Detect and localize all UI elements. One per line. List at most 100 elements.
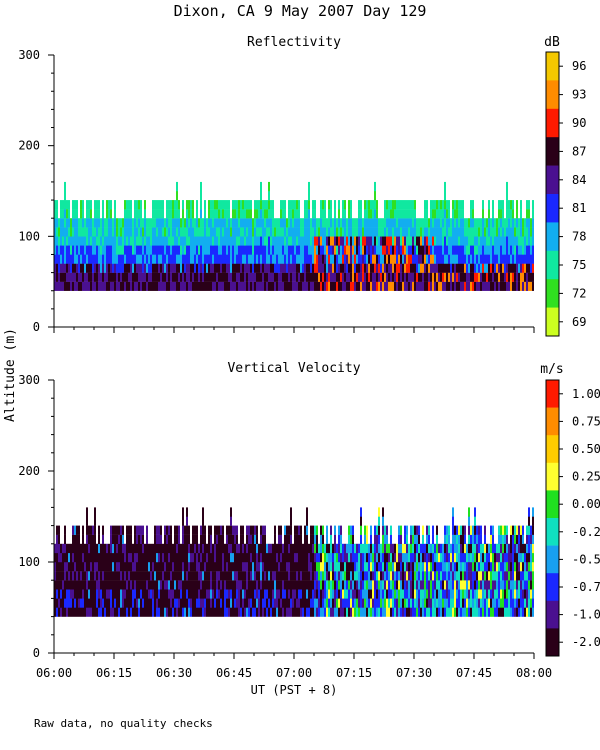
data-cell bbox=[184, 236, 186, 246]
data-cell bbox=[296, 598, 298, 608]
data-cell bbox=[282, 209, 284, 219]
data-cell bbox=[76, 525, 78, 535]
data-cell bbox=[440, 236, 442, 246]
data-cell bbox=[142, 598, 144, 608]
data-cell bbox=[328, 552, 330, 563]
data-cell bbox=[306, 562, 308, 572]
data-cell bbox=[520, 263, 522, 273]
data-cell bbox=[384, 571, 386, 581]
data-cell bbox=[278, 236, 280, 246]
data-cell bbox=[334, 263, 336, 273]
data-cell bbox=[406, 589, 408, 599]
data-cell bbox=[184, 598, 186, 608]
data-cell bbox=[488, 218, 490, 228]
data-cell bbox=[286, 580, 288, 590]
data-cell bbox=[324, 598, 326, 608]
data-cell bbox=[316, 580, 318, 590]
data-column bbox=[468, 218, 470, 291]
data-cell bbox=[168, 571, 170, 581]
data-column bbox=[204, 525, 206, 617]
data-cell bbox=[120, 580, 122, 590]
data-cell bbox=[144, 589, 146, 599]
data-cell bbox=[290, 263, 292, 273]
data-column bbox=[104, 218, 106, 291]
data-cell bbox=[476, 281, 478, 291]
data-cell bbox=[100, 607, 102, 617]
data-column bbox=[416, 218, 418, 291]
data-cell bbox=[176, 254, 178, 264]
data-cell bbox=[242, 209, 244, 219]
data-cell bbox=[460, 245, 462, 255]
data-cell bbox=[186, 254, 188, 264]
data-column bbox=[324, 543, 326, 617]
data-cell bbox=[176, 598, 178, 608]
data-cell bbox=[490, 227, 492, 237]
data-column bbox=[388, 543, 390, 617]
data-cell bbox=[356, 598, 358, 608]
data-cell bbox=[228, 209, 230, 219]
data-cell bbox=[68, 236, 70, 246]
data-cell bbox=[464, 552, 466, 563]
data-cell bbox=[204, 552, 206, 563]
data-cell bbox=[322, 580, 324, 590]
data-cell bbox=[364, 580, 366, 590]
data-column bbox=[58, 525, 60, 617]
data-cell bbox=[120, 245, 122, 255]
data-cell bbox=[224, 607, 226, 617]
data-cell bbox=[528, 254, 530, 264]
data-cell bbox=[90, 543, 92, 554]
data-cell bbox=[224, 209, 226, 219]
data-cell bbox=[200, 181, 202, 192]
data-column bbox=[438, 200, 440, 291]
data-cell bbox=[416, 562, 418, 572]
data-cell bbox=[486, 227, 488, 237]
data-cell bbox=[412, 552, 414, 563]
data-cell bbox=[152, 281, 154, 291]
data-cell bbox=[176, 191, 178, 201]
data-cell bbox=[252, 525, 254, 535]
data-cell bbox=[506, 245, 508, 255]
data-cell bbox=[340, 525, 342, 535]
data-column bbox=[420, 218, 422, 291]
data-column bbox=[450, 218, 452, 291]
data-cell bbox=[382, 263, 384, 273]
data-cell bbox=[190, 218, 192, 228]
data-cell bbox=[146, 525, 148, 535]
data-cell bbox=[462, 562, 464, 572]
data-cell bbox=[98, 534, 100, 544]
data-cell bbox=[242, 562, 244, 572]
data-cell bbox=[74, 534, 76, 544]
data-cell bbox=[168, 209, 170, 219]
data-cell bbox=[228, 263, 230, 273]
data-cell bbox=[96, 209, 98, 219]
data-column bbox=[298, 200, 300, 291]
data-cell bbox=[322, 571, 324, 581]
data-cell bbox=[300, 254, 302, 264]
data-cell bbox=[308, 552, 310, 563]
data-cell bbox=[122, 218, 124, 228]
data-cell bbox=[294, 607, 296, 617]
data-cell bbox=[286, 281, 288, 291]
data-cell bbox=[388, 543, 390, 554]
data-cell bbox=[248, 236, 250, 246]
data-cell bbox=[444, 598, 446, 608]
data-cell bbox=[372, 552, 374, 563]
data-cell bbox=[372, 245, 374, 255]
data-cell bbox=[426, 218, 428, 228]
data-cell bbox=[60, 607, 62, 617]
data-cell bbox=[216, 281, 218, 291]
data-cell bbox=[204, 525, 206, 535]
data-cell bbox=[284, 571, 286, 581]
data-cell bbox=[376, 209, 378, 219]
data-cell bbox=[190, 254, 192, 264]
data-cell bbox=[414, 227, 416, 237]
data-column bbox=[98, 200, 100, 291]
data-column bbox=[382, 218, 384, 291]
data-cell bbox=[288, 525, 290, 535]
data-cell bbox=[344, 218, 346, 228]
data-cell bbox=[370, 209, 372, 219]
data-cell bbox=[438, 562, 440, 572]
data-cell bbox=[326, 245, 328, 255]
data-cell bbox=[260, 525, 262, 535]
data-cell bbox=[480, 281, 482, 291]
